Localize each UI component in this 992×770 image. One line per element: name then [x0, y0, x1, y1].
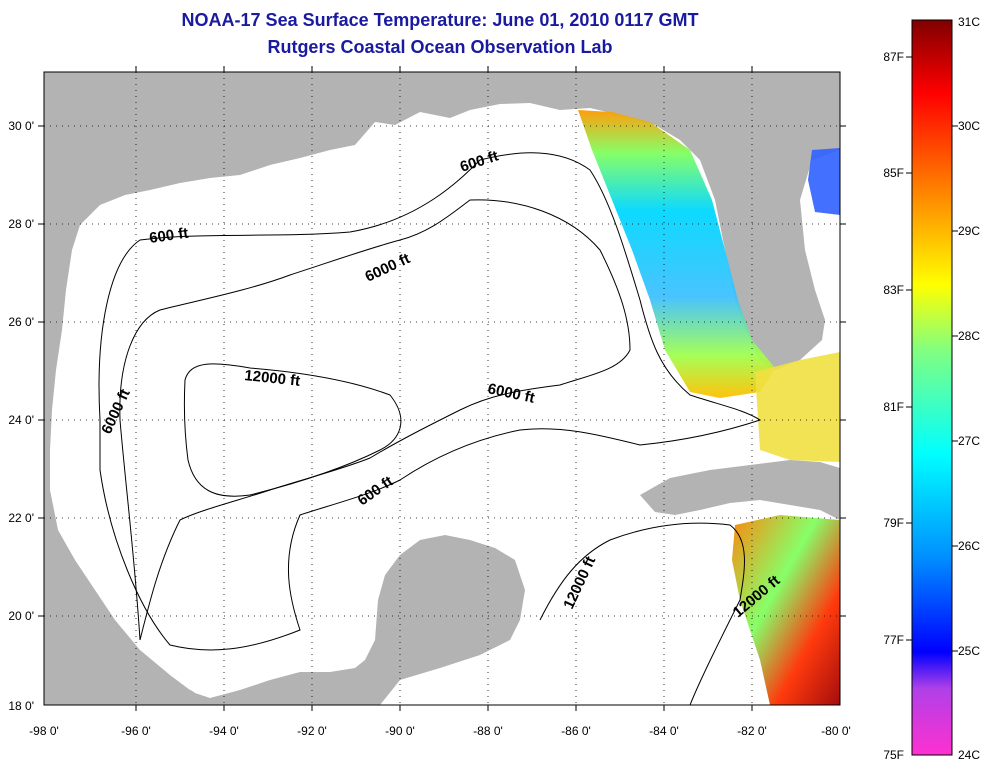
lat-tick-label: 18 0' [8, 699, 34, 713]
colorbar-c-label: 26C [958, 539, 980, 553]
water-bay-campeche [170, 520, 375, 694]
frame-ticks [38, 66, 846, 711]
contour-12000ft-east [539, 522, 745, 705]
lat-tick-label: 28 0' [8, 217, 34, 231]
colorbar-f-label: 79F [883, 516, 904, 530]
lon-tick-label: -90 0' [385, 724, 415, 738]
lon-tick-label: -88 0' [473, 724, 503, 738]
sst-swath-straits [755, 352, 840, 462]
colorbar-c-label: 28C [958, 329, 980, 343]
colorbar-c-label: 27C [958, 434, 980, 448]
contour-6000ft [119, 199, 631, 641]
colorbar-c-labels: 31C 30C 29C 28C 27C 26C 25C 24C [958, 15, 980, 762]
lon-tick-label: -94 0' [209, 724, 239, 738]
colorbar-f-label: 85F [883, 166, 904, 180]
land-north-america [44, 72, 840, 705]
lon-tick-label: -96 0' [121, 724, 151, 738]
bathymetry-contours [98, 152, 762, 705]
contour-label: 12000 ft [244, 367, 301, 390]
sst-swath-caribbean [732, 515, 840, 705]
land-cuba [640, 460, 840, 520]
sst-colorbar [911, 19, 953, 756]
contour-600ft [98, 152, 762, 651]
colorbar-f-label: 87F [883, 50, 904, 64]
lat-tick-label: 22 0' [8, 511, 34, 525]
colorbar-f-label: 81F [883, 400, 904, 414]
map-subtitle: Rutgers Coastal Ocean Observation Lab [267, 37, 613, 57]
sst-swath-atlantic [808, 148, 840, 215]
colorbar-f-label: 83F [883, 283, 904, 297]
lon-tick-label: -92 0' [297, 724, 327, 738]
map-title: NOAA-17 Sea Surface Temperature: June 01… [181, 10, 699, 30]
graticule [44, 72, 840, 705]
colorbar-c-label: 24C [958, 748, 980, 762]
lat-tick-label: 26 0' [8, 315, 34, 329]
colorbar-c-label: 31C [958, 15, 980, 29]
colorbar-f-labels: 87F 85F 83F 81F 79F 77F 75F [883, 50, 904, 762]
lon-tick-label: -84 0' [649, 724, 679, 738]
colorbar-c-label: 30C [958, 119, 980, 133]
colorbar-f-label: 77F [883, 633, 904, 647]
colorbar-f-label: 75F [883, 748, 904, 762]
lat-tick-label: 20 0' [8, 609, 34, 623]
lon-tick-label: -82 0' [737, 724, 767, 738]
map-border [43, 71, 841, 706]
lat-tick-labels: 18 0' 20 0' 22 0' 24 0' 26 0' 28 0' 30 0… [8, 119, 34, 713]
lon-tick-label: -80 0' [821, 724, 851, 738]
colorbar-c-label: 25C [958, 644, 980, 658]
lat-tick-label: 24 0' [8, 413, 34, 427]
lat-tick-label: 30 0' [8, 119, 34, 133]
lon-tick-label: -86 0' [561, 724, 591, 738]
lon-tick-label: -98 0' [29, 724, 59, 738]
lon-tick-labels: -98 0' -96 0' -94 0' -92 0' -90 0' -88 0… [29, 724, 851, 738]
colorbar-c-label: 29C [958, 224, 980, 238]
contour-12000ft [183, 363, 402, 497]
sst-swath-florida [578, 110, 775, 398]
contour-label: 600 ft [148, 225, 189, 247]
colorbar-ticks [906, 56, 958, 652]
